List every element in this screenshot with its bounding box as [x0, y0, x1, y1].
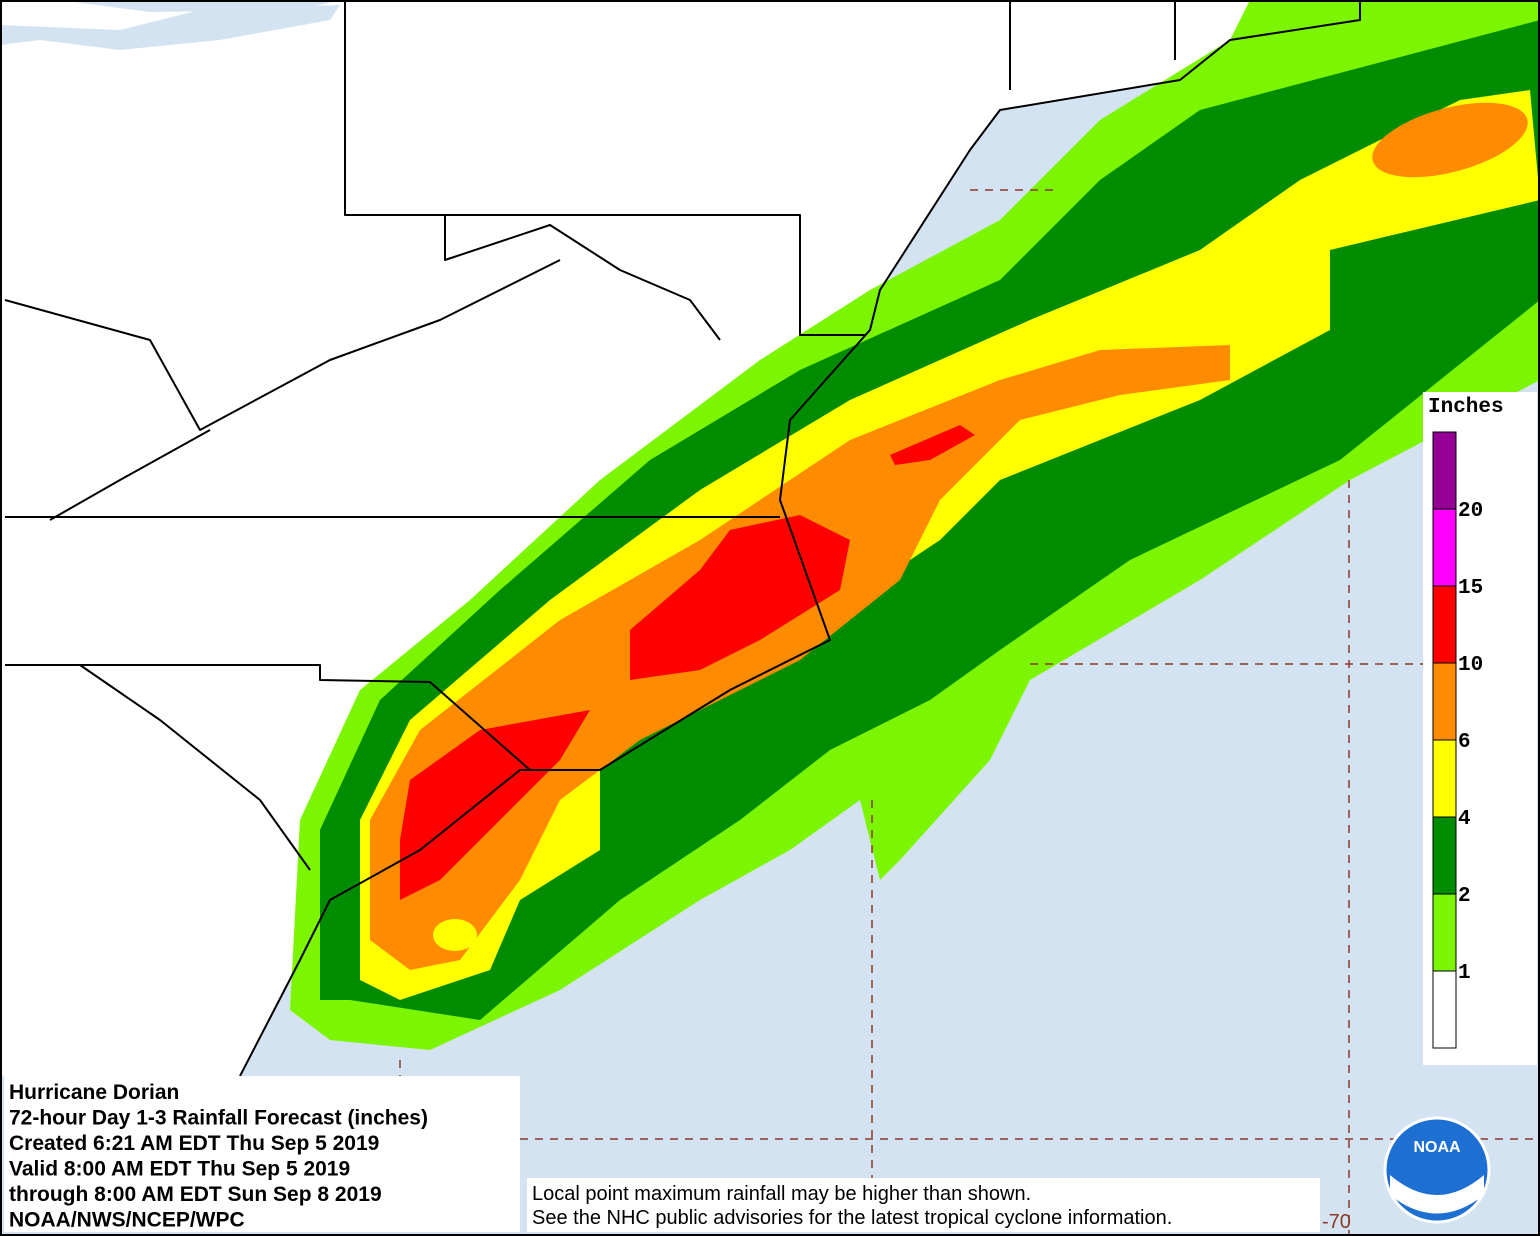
legend-label: 15: [1458, 577, 1483, 600]
great-lake: [0, 5, 340, 50]
coastline: [239, 0, 1361, 1077]
legend: 1 2 4 6 10 15 20: [1432, 431, 1483, 1049]
legend-swatch: [1432, 893, 1457, 972]
note-box: [527, 1178, 1320, 1232]
legend-title: Inches: [1428, 396, 1504, 419]
legend-label: 1: [1458, 962, 1471, 985]
great-lake: [60, 0, 340, 12]
legend-swatch: [1432, 662, 1457, 741]
note-line: Local point maximum rainfall may be high…: [532, 1183, 1031, 1205]
info-lines: Hurricane Dorian 72-hour Day 1-3 Rainfall…: [9, 1081, 428, 1232]
legend-label: 2: [1458, 885, 1471, 908]
legend-label: 6: [1458, 731, 1471, 754]
legend-swatch: [1432, 816, 1457, 895]
legend-swatch: [1432, 970, 1457, 1049]
note-line: See the NHC public advisories for the la…: [532, 1207, 1172, 1229]
note-lines: Local point maximum rainfall may be high…: [532, 1183, 1172, 1229]
legend-label: 4: [1458, 808, 1471, 831]
info-line: NOAA/NWS/NCEP/WPC: [9, 1209, 245, 1232]
logo-text: NOAA: [1413, 1139, 1461, 1156]
legend-label: 20: [1458, 500, 1483, 523]
info-line: Created 6:21 AM EDT Thu Sep 5 2019: [9, 1132, 379, 1155]
info-line: 72-hour Day 1-3 Rainfall Forecast (inche…: [9, 1107, 428, 1130]
graticule: [399, 189, 1540, 1236]
noaa-logo: NOAA: [1383, 1116, 1491, 1224]
info-line: through 8:00 AM EDT Sun Sep 8 2019: [9, 1183, 382, 1206]
info-box: [4, 1076, 520, 1232]
info-line: Hurricane Dorian: [9, 1081, 179, 1104]
legend-swatch: [1432, 739, 1457, 818]
legend-swatch: [1432, 431, 1457, 510]
info-line: Valid 8:00 AM EDT Thu Sep 5 2019: [9, 1158, 350, 1181]
legend-swatch: [1432, 585, 1457, 664]
rainfall-bands: [290, 0, 1540, 1050]
longitude-label: -70: [1322, 1211, 1351, 1233]
state-line: [4, 0, 1176, 871]
legend-label: 10: [1458, 654, 1483, 677]
legend-swatch: [1432, 508, 1457, 587]
